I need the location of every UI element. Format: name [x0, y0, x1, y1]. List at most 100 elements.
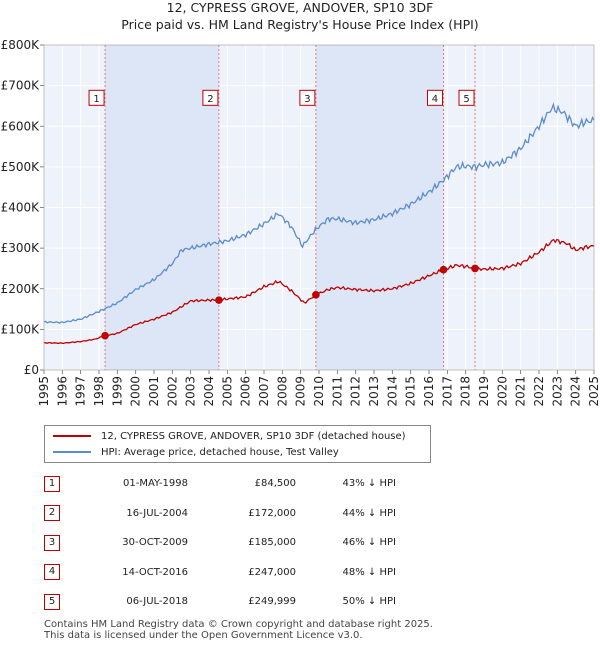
y-tick-label: £100K [1, 322, 41, 336]
sale-label-box [202, 89, 219, 106]
y-axis: £0 £100K £200K £300K £400K £500K £600K £700K £80… [1, 38, 44, 377]
x-tick-label: 2021 [514, 376, 528, 407]
table-row: 5 06-JUL-2018 £249,999 50% ↓ HPI [44, 587, 396, 617]
x-tick-label: 1999 [110, 376, 124, 407]
x-tick-label: 2014 [385, 376, 399, 407]
x-tick-label: 2010 [312, 376, 326, 407]
sale-date: 14-OCT-2016 [122, 566, 188, 578]
chart-title: 12, CYPRESS GROVE, ANDOVER, SP10 3DF [166, 0, 434, 15]
x-tick-label: 2016 [422, 376, 436, 407]
x-tick-label: 1996 [55, 376, 69, 407]
x-tick-label: 2022 [532, 376, 546, 407]
x-tick-label: 2004 [202, 376, 216, 407]
chart-subtitle: Price paid vs. HM Land Registry's House … [121, 17, 479, 32]
price-chart: 1 2 3 4 5 £0 £100K £200K £300K £400K £500K £600K £7… [1, 38, 600, 407]
sale-point-marker [215, 296, 223, 304]
sale-hpi-diff: 48% ↓ HPI [342, 566, 396, 578]
sale-number: 5 [44, 593, 60, 610]
sale-date: 30-OCT-2009 [122, 537, 188, 549]
sale-label-box [458, 89, 475, 106]
y-tick-label: £400K [1, 201, 41, 215]
table-row: 3 30-OCT-2009 £185,000 46% ↓ HPI [44, 528, 396, 558]
x-tick-label: 2012 [349, 376, 363, 407]
x-tick-label: 2023 [550, 376, 564, 407]
x-tick-label: 2007 [257, 376, 271, 407]
y-tick-label: £300K [1, 241, 41, 255]
y-tick-label: £0 [24, 363, 39, 377]
x-tick-label: 2002 [165, 376, 179, 407]
sale-point-marker [312, 291, 320, 299]
footer-licence: This data is licensed under the Open Gov… [44, 630, 363, 641]
x-tick-label: 2024 [569, 376, 583, 407]
sale-number: 2 [44, 505, 60, 522]
x-tick-label: 2017 [440, 376, 454, 407]
footer: Contains HM Land Registry data © Crown c… [44, 619, 433, 641]
x-tick-label: 2008 [275, 376, 289, 407]
y-tick-label: £600K [1, 119, 41, 133]
plot-border [43, 44, 595, 371]
x-tick-label: 2003 [184, 376, 198, 407]
x-tick-label: 2018 [459, 376, 473, 407]
legend-hpi-label: HPI: Average price, detached house, Test… [101, 446, 339, 458]
sale-markers [101, 264, 479, 340]
x-tick-label: 1998 [92, 376, 106, 407]
sale-label-number: 5 [463, 94, 469, 105]
sale-label-number: 2 [207, 94, 213, 105]
sale-price: £172,000 [248, 507, 296, 519]
sale-hpi-diff: 46% ↓ HPI [342, 537, 396, 549]
x-tick-label: 2009 [294, 376, 308, 407]
x-tick-label: 2025 [587, 376, 600, 407]
table-row: 1 01-MAY-1998 £84,500 43% ↓ HPI [44, 469, 396, 499]
sale-number: 3 [44, 534, 60, 551]
legend: 12, CYPRESS GROVE, ANDOVER, SP10 3DF (de… [44, 425, 431, 463]
sale-price: £185,000 [248, 537, 296, 549]
sale-point-marker [439, 265, 448, 274]
legend-item-price: 12, CYPRESS GROVE, ANDOVER, SP10 3DF (de… [53, 428, 406, 444]
sale-date: 06-JUL-2018 [126, 596, 188, 608]
sale-hpi-diff: 43% ↓ HPI [342, 478, 396, 490]
x-tick-label: 2019 [477, 376, 491, 407]
x-tick-label: 2001 [147, 376, 161, 407]
sale-hpi-diff: 44% ↓ HPI [342, 507, 396, 519]
sale-hpi-diff: 50% ↓ HPI [342, 596, 396, 608]
x-tick-label: 2005 [220, 376, 234, 407]
sale-label-box [426, 89, 443, 106]
sale-point-marker [101, 331, 109, 340]
x-tick-label: 2006 [239, 376, 253, 407]
x-tick-label: 1997 [74, 376, 88, 407]
y-tick-label: £700K [1, 79, 41, 93]
legend-price-swatch [53, 435, 91, 437]
x-axis: 1995 1996 1997 1998 1999 2000 2001 2002 2003 2004… [37, 370, 600, 407]
x-tick-label: 2020 [495, 376, 509, 407]
footer-copyright: Contains HM Land Registry data © Crown c… [44, 619, 433, 630]
sale-date: 01-MAY-1998 [122, 478, 188, 490]
transactions-table: 1 01-MAY-1998 £84,500 43% ↓ HPI 2 16-JUL… [44, 469, 396, 617]
sale-number: 1 [44, 475, 60, 492]
sale-label-box [88, 89, 105, 106]
x-tick-label: 2011 [330, 376, 344, 407]
x-tick-label: 2000 [129, 376, 143, 407]
legend-hpi-swatch [53, 451, 91, 453]
legend-price-label: 12, CYPRESS GROVE, ANDOVER, SP10 3DF (de… [101, 430, 406, 442]
sale-date: 16-JUL-2004 [126, 507, 188, 519]
series-line-hpi [43, 102, 595, 324]
y-tick-label: £500K [1, 160, 41, 174]
sale-label-box [299, 89, 316, 106]
sale-label-number: 4 [432, 94, 438, 105]
sale-period-band [105, 45, 219, 370]
sale-number: 4 [44, 564, 60, 581]
x-tick-label: 2013 [367, 376, 381, 407]
sale-label-number: 1 [93, 94, 99, 105]
y-tick-label: £800K [1, 38, 41, 52]
sale-price: £247,000 [248, 566, 296, 578]
table-row: 4 14-OCT-2016 £247,000 48% ↓ HPI [44, 558, 396, 588]
sale-price: £84,500 [254, 478, 296, 490]
x-tick-label: 2015 [404, 376, 418, 407]
x-tick-label: 1995 [37, 376, 51, 407]
sale-price: £249,999 [248, 596, 296, 608]
sale-label-number: 3 [304, 94, 310, 105]
y-tick-label: £200K [1, 282, 41, 296]
table-row: 2 16-JUL-2004 £172,000 44% ↓ HPI [44, 499, 396, 529]
sale-point-marker [471, 264, 479, 273]
sale-period-band [315, 45, 444, 370]
